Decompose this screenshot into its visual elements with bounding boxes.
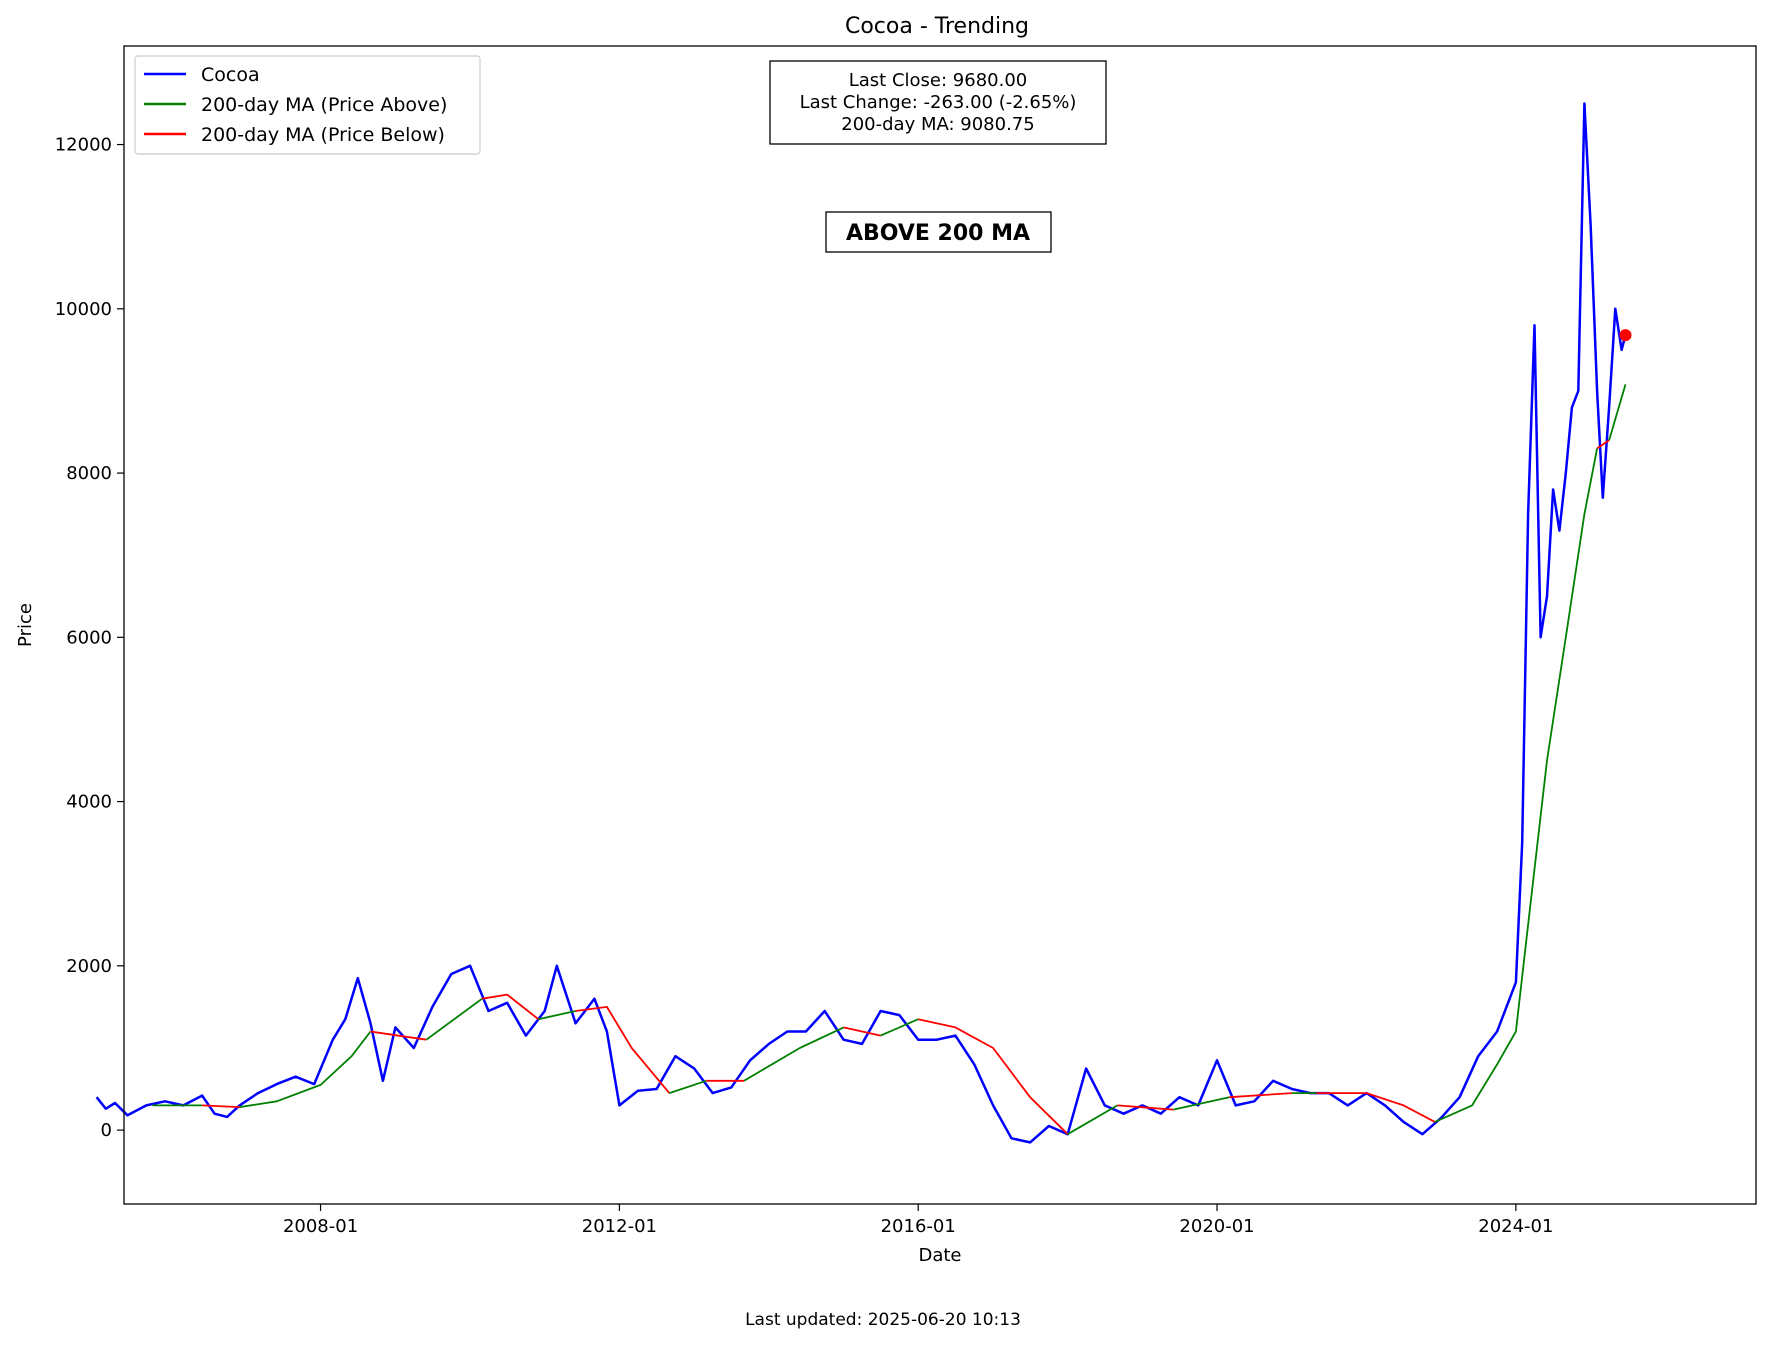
ma-segment-above — [1608, 384, 1627, 441]
legend-label-ma-above: 200-day MA (Price Above) — [201, 94, 447, 116]
ma-segment-below — [1316, 1092, 1436, 1123]
ma-segment-below — [843, 1026, 881, 1037]
last-change-text: Last Change: -263.00 (-2.65%) — [800, 92, 1077, 113]
x-axis: 2008-01 2012-01 2016-01 2020-01 2024-01 — [283, 1204, 1553, 1237]
x-tick-label: 2008-01 — [283, 1216, 358, 1237]
legend: Cocoa 200-day MA (Price Above) 200-day M… — [134, 55, 481, 155]
y-tick-label: 6000 — [66, 627, 112, 648]
legend-label-cocoa: Cocoa — [201, 64, 260, 86]
legend-box — [134, 55, 481, 155]
ma-segment-below — [1229, 1092, 1292, 1099]
x-tick-label: 2016-01 — [881, 1216, 956, 1237]
last-updated-footer: Last updated: 2025-06-20 10:13 — [745, 1310, 1021, 1330]
ma-segment-below — [202, 1104, 240, 1108]
status-badge: ABOVE 200 MA — [825, 211, 1052, 253]
y-axis-label: Price — [15, 603, 36, 647]
ma-segment-above — [425, 997, 483, 1041]
status-badge-frame — [825, 211, 1052, 253]
ma-segment-above — [880, 1018, 919, 1037]
y-tick-label: 12000 — [55, 135, 112, 156]
last-close-text: Last Close: 9680.00 — [849, 70, 1027, 91]
info-box: Last Close: 9680.00 Last Change: -263.00… — [769, 60, 1107, 145]
x-axis-label: Date — [918, 1245, 961, 1266]
x-tick-label: 2024-01 — [1478, 1216, 1553, 1237]
price-series-line — [95, 102, 1627, 1144]
ma-segment-above — [1434, 448, 1598, 1123]
last-close-marker — [1619, 329, 1632, 342]
y-tick-label: 4000 — [66, 792, 112, 813]
y-tick-label: 2000 — [66, 956, 112, 977]
x-tick-label: 2020-01 — [1179, 1216, 1254, 1237]
y-tick-label: 10000 — [55, 299, 112, 320]
ma-segment-above — [669, 1079, 707, 1094]
ma-value-text: 200-day MA: 9080.75 — [841, 114, 1034, 135]
ma-segment-below — [575, 1006, 670, 1094]
marks-layer — [95, 102, 1632, 1144]
y-tick-label: 8000 — [66, 463, 112, 484]
ma-segment-above — [743, 1026, 844, 1082]
info-box-frame — [769, 60, 1107, 145]
plot-frame — [123, 45, 1757, 1205]
ma-segment-below — [481, 993, 539, 1020]
status-badge-text: ABOVE 200 MA — [846, 221, 1030, 246]
chart-title: Cocoa - Trending — [845, 14, 1029, 39]
ma-segment-below — [918, 1018, 1069, 1135]
ma-segment-above — [239, 1030, 372, 1108]
ma-segment-above — [1067, 1104, 1118, 1135]
ma-segment-below — [1596, 439, 1610, 450]
ma-segment-above — [538, 1010, 576, 1021]
y-tick-label: 0 — [101, 1120, 112, 1141]
legend-label-ma-below: 200-day MA (Price Below) — [201, 124, 445, 146]
x-tick-label: 2012-01 — [582, 1216, 657, 1237]
ma-segment-below — [370, 1030, 427, 1041]
ma-segment-above — [1173, 1096, 1230, 1111]
ma-segment-below — [1117, 1104, 1174, 1111]
y-axis: 0 2000 4000 6000 8000 10000 12000 — [55, 135, 124, 1141]
